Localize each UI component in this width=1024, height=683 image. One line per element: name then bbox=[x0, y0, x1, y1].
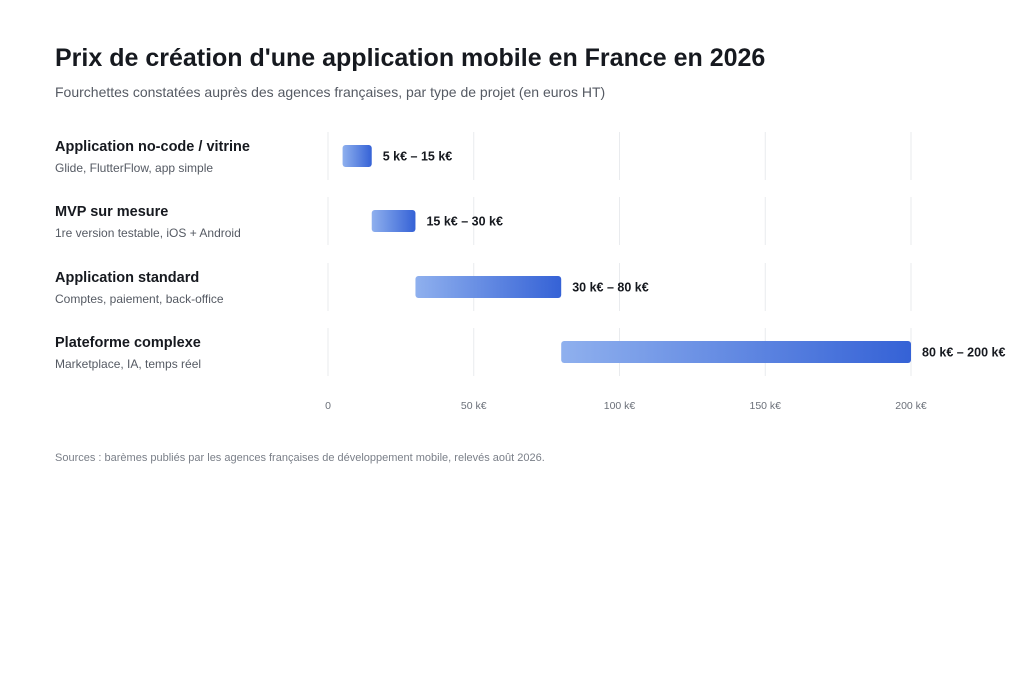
grid-lines bbox=[327, 132, 912, 376]
source-note: Sources : barèmes publiés par les agence… bbox=[55, 452, 545, 464]
x-tick-label: 0 bbox=[325, 400, 331, 412]
range-bar bbox=[342, 145, 372, 167]
x-tick-label: 100 k€ bbox=[604, 400, 636, 412]
x-tick-label: 200 k€ bbox=[895, 400, 927, 412]
row-name: Application no-code / vitrine bbox=[55, 139, 250, 155]
row-label-standard: Application standard Comptes, paiement, … bbox=[55, 270, 315, 306]
range-bar bbox=[561, 341, 911, 363]
bars bbox=[342, 145, 911, 363]
x-axis-ticks: 0 50 k€ 100 k€ 150 k€ 200 k€ bbox=[325, 400, 927, 412]
chart-title: Prix de création d'une application mobil… bbox=[55, 44, 766, 72]
range-value-label: 5 k€ – 15 k€ bbox=[383, 150, 453, 164]
row-name: Application standard bbox=[55, 270, 200, 286]
range-value-label: 80 k€ – 200 k€ bbox=[922, 346, 1005, 360]
row-description: Comptes, paiement, back-office bbox=[55, 292, 224, 306]
range-labels: 5 k€ – 15 k€ 15 k€ – 30 k€ 30 k€ – 80 k€ 80… bbox=[383, 150, 1006, 360]
range-bar bbox=[415, 276, 562, 298]
row-label-no-code: Application no-code / vitrine Glide, Flu… bbox=[55, 139, 315, 175]
row-name: Plateforme complexe bbox=[55, 335, 201, 351]
row-name: MVP sur mesure bbox=[55, 204, 169, 220]
row-label-mvp: MVP sur mesure 1re version testable, iOS… bbox=[55, 204, 315, 240]
x-tick-label: 150 k€ bbox=[749, 400, 781, 412]
row-description: 1re version testable, iOS + Android bbox=[55, 226, 241, 240]
range-bar bbox=[371, 210, 416, 232]
x-tick-label: 50 k€ bbox=[461, 400, 487, 412]
row-label-complex: Plateforme complexe Marketplace, IA, tem… bbox=[55, 335, 315, 371]
range-value-label: 15 k€ – 30 k€ bbox=[426, 215, 503, 229]
row-description: Marketplace, IA, temps réel bbox=[55, 357, 202, 371]
row-description: Glide, FlutterFlow, app simple bbox=[55, 161, 214, 175]
chart-subtitle: Fourchettes constatées auprès des agence… bbox=[55, 84, 606, 100]
range-value-label: 30 k€ – 80 k€ bbox=[572, 281, 649, 295]
